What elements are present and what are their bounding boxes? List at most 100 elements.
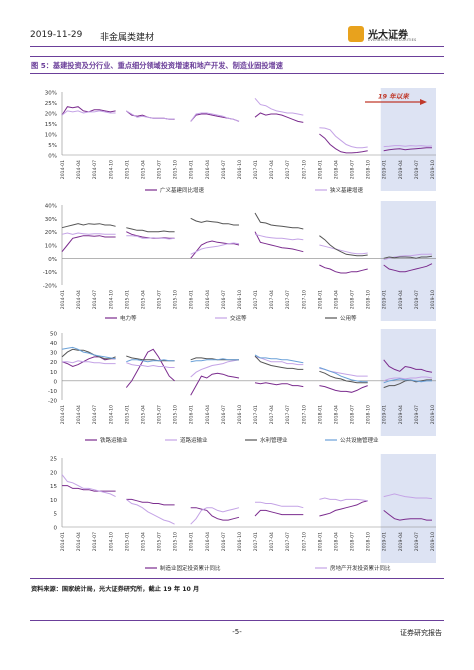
chart-panel-2: -20% -10% 0% 10% 20% 30% 40% 2014-01 2014-04 2014… [43,201,436,322]
legend-label: 狭义基建增速 [330,186,364,194]
series-line-2 [61,474,116,498]
series-line-4 [254,354,304,364]
series-line-2 [383,145,433,148]
y-tick-label: 10 [50,498,57,504]
series-line-1 [190,372,240,396]
y-tick-label: 20 [50,360,57,366]
y-tick-label: 15 [50,484,57,490]
chart-panel-3: -20 -10 0 10 20 30 40 50 2014-01 2014-04 2014-07 20… [48,329,436,444]
x-tick-label: 2019-01 [382,290,388,309]
figure-title: 图 5：基建投资及分行业、重点细分领域投资增速和地产开发、制造业固投增速 [31,61,283,70]
series-line-4 [126,359,175,363]
legend-label: 电力等 [120,314,137,322]
header-rule [30,46,444,47]
x-tick-label: 2016-07 [221,290,227,309]
x-tick-label: 2019-10 [430,405,436,424]
series-line-4 [190,358,239,363]
brand-logo: 光大证券 EVERBRIGHT SECURITIES [348,24,440,46]
x-tick-label: 2019-04 [398,532,404,551]
x-tick-label: 2016-01 [189,405,195,424]
y-tick-label: 30% [45,217,57,223]
x-tick-label: 2017-01 [253,405,259,424]
highlight-band [380,454,436,563]
highlight-band [380,329,436,436]
y-tick-label: -10 [48,389,57,395]
x-tick-label: 2017-01 [253,160,259,179]
y-tick-label: 20 [50,470,57,476]
y-tick-label: 5 [54,512,58,518]
highlight-band [380,201,436,321]
series-line-4 [383,378,432,384]
series-line-1 [254,382,304,388]
y-tick-label: 50 [50,332,57,338]
x-tick-label: 2019-07 [414,405,420,424]
series-line-1 [126,498,175,506]
x-tick-label: 2014-04 [76,160,82,179]
x-tick-label: 2018-04 [333,405,339,424]
y-tick-label: 5% [48,143,57,149]
x-tick-label: 2015-04 [140,290,146,309]
x-tick-label: 2014-01 [60,532,66,551]
x-tick-label: 2014-10 [108,405,114,424]
series-line-1 [319,385,368,393]
series-line-2 [61,232,116,235]
x-tick-label: 2015-10 [173,532,179,551]
x-tick-label: 2016-07 [221,405,227,424]
x-tick-label: 2014-04 [76,290,82,309]
x-tick-label: 2014-07 [92,532,98,551]
x-tick-label: 2018-04 [333,290,339,309]
x-tick-label: 2019-07 [414,290,420,309]
x-tick-label: 2019-01 [382,160,388,179]
series-line-1 [319,133,368,154]
x-tick-label: 2016-07 [221,160,227,179]
x-tick-label: 2016-10 [237,532,243,551]
series-line-2 [125,499,175,525]
x-tick-label: 2017-01 [253,290,259,309]
series-line-3 [319,235,368,257]
series-line-3 [61,348,116,360]
y-tick-label: -20 [48,399,57,405]
legend-label: 铁路运输业 [100,436,128,444]
x-tick-label: 2016-04 [205,532,211,551]
series-line-2 [126,362,175,368]
series-line-2 [383,376,433,382]
x-tick-label: 2016-01 [189,290,195,309]
series-line-2 [190,242,240,255]
x-tick-label: 2014-04 [76,532,82,551]
x-tick-label: 2019-10 [430,160,436,179]
x-tick-label: 2015-04 [140,532,146,551]
y-tick-label: 10 [50,370,57,376]
series-line-1 [254,509,304,517]
x-tick-label: 2014-01 [60,405,66,424]
annotation-arrowhead [420,99,427,105]
series-line-1 [61,235,116,253]
series-line-2 [61,110,116,116]
series-line-2 [190,359,240,378]
x-tick-label: 2017-10 [301,290,307,309]
chart-panel-1: 0% 5% 10% 15% 20% 25% 30% 2014-01 2014-04 2014-07… [45,88,436,194]
series-line-2 [190,112,240,122]
title-rule-top [30,56,444,57]
x-tick-label: 2015-10 [173,160,179,179]
x-tick-label: 2016-04 [205,405,211,424]
series-line-2 [126,110,175,120]
x-tick-label: 2018-10 [366,532,372,551]
x-tick-label: 2017-04 [269,405,275,424]
y-tick-label: 0 [54,379,58,385]
x-tick-label: 2017-07 [285,532,291,551]
series-line-1 [254,231,304,253]
x-tick-label: 2017-10 [301,160,307,179]
x-tick-label: 2017-10 [301,405,307,424]
x-tick-label: 2014-01 [60,160,66,179]
x-tick-label: 2016-01 [189,160,195,179]
x-tick-label: 2016-10 [237,290,243,309]
series-line-3 [126,227,175,233]
series-line-3 [254,355,304,370]
series-line-2 [319,127,368,149]
x-tick-label: 2015-01 [124,160,130,179]
legend-label: 房地产开发投资累计同比 [330,564,391,572]
x-tick-label: 2019-04 [398,290,404,309]
y-tick-label: -10% [43,270,57,276]
series-line-2 [254,97,304,116]
report-date: 2019-11-29 [30,30,83,40]
